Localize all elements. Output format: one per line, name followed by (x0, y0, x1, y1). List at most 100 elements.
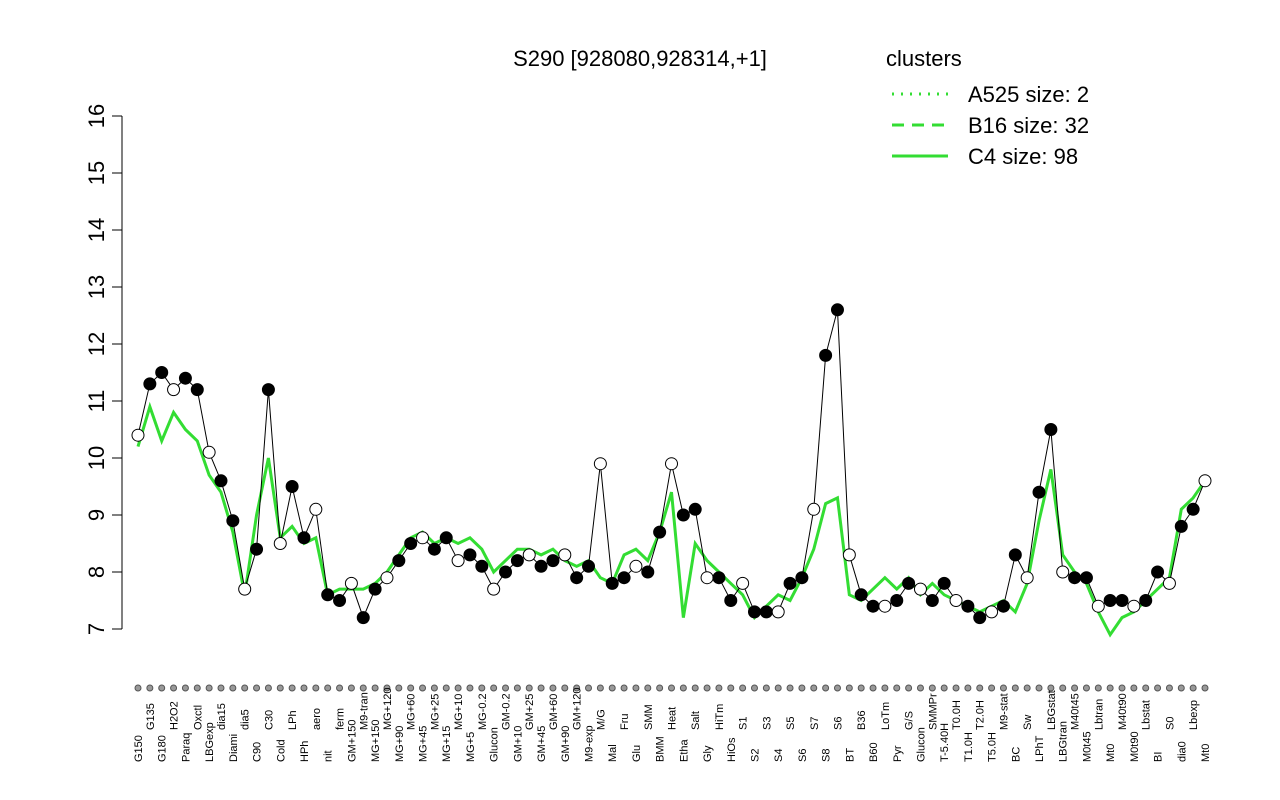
category-dot (822, 684, 830, 692)
y-tick-label: 7 (84, 623, 109, 635)
category-dot (1189, 684, 1197, 692)
category-dot (810, 684, 818, 692)
x-tick-label: Mt0 (1200, 744, 1212, 762)
data-point (795, 571, 809, 585)
data-point (629, 559, 643, 573)
category-dot (644, 684, 652, 692)
x-tick-label: MG+60 (406, 694, 418, 730)
x-tick-label: M0t45 (1081, 731, 1093, 762)
x-tick-label: Heat (667, 707, 679, 730)
data-point (665, 457, 678, 471)
x-tick-label: MG-0.2 (477, 693, 489, 730)
data-point (605, 576, 619, 590)
data-point (178, 371, 192, 385)
data-point (937, 576, 951, 590)
data-point (688, 502, 702, 516)
category-dot (371, 684, 379, 692)
x-tick-label: S5 (785, 717, 797, 730)
category-dot (454, 684, 462, 692)
category-dot (715, 684, 723, 692)
category-dot (134, 684, 142, 692)
data-point (238, 582, 252, 596)
category-dot (324, 684, 332, 692)
data-point (902, 576, 916, 590)
data-point (1139, 594, 1153, 607)
data-point (167, 383, 181, 397)
data-point (1127, 599, 1141, 613)
category-dot (1023, 684, 1031, 692)
data-point (475, 559, 489, 573)
data-point (143, 377, 157, 391)
x-tick-label: MG+10 (453, 694, 465, 730)
x-tick-label: S6 (832, 717, 844, 730)
category-dot (988, 684, 996, 692)
x-tick-label: Lbexp (1188, 700, 1200, 730)
category-dot (845, 684, 853, 692)
x-tick-label: MG+90 (394, 726, 406, 762)
category-dot (691, 684, 699, 692)
category-dot (727, 684, 735, 692)
category-dot (1082, 684, 1090, 692)
category-dot (916, 684, 924, 692)
x-tick-label: G180 (157, 735, 169, 762)
data-point (783, 576, 797, 590)
data-point (451, 554, 465, 568)
data-point (736, 576, 750, 590)
y-tick-label: 16 (84, 104, 109, 128)
x-tick-label: GM+60 (548, 694, 560, 730)
x-tick-label: BC (1010, 747, 1022, 762)
data-point (973, 611, 987, 625)
data-point (1186, 502, 1200, 516)
data-point (593, 457, 607, 471)
data-point (1056, 565, 1070, 579)
x-tick-label: M9-tran (358, 692, 370, 730)
data-point (641, 565, 655, 579)
x-tick-label: S2 (749, 749, 761, 762)
category-dot (502, 684, 510, 692)
category-dot (1130, 684, 1138, 692)
x-tick-label: M/G (595, 709, 607, 730)
x-tick-label: LBGstat (1046, 690, 1058, 730)
category-dot (158, 684, 166, 692)
data-point (190, 383, 204, 397)
x-tick-label: Lbtran (1093, 699, 1105, 730)
x-tick-label: T2.0H (975, 700, 987, 730)
category-dot (1177, 684, 1185, 692)
x-tick-label: GM+120 (572, 688, 584, 731)
category-dot (1059, 684, 1067, 692)
data-point (131, 428, 145, 442)
x-tick-label: S1 (738, 717, 750, 730)
category-dot (585, 684, 593, 692)
data-point (819, 348, 833, 362)
data-point (878, 599, 892, 613)
x-tick-label: G150 (133, 735, 145, 762)
x-tick-label: C90 (252, 742, 264, 762)
data-point (380, 571, 394, 585)
data-point (427, 542, 441, 556)
data-point (404, 537, 418, 550)
x-tick-label: B36 (856, 710, 868, 730)
category-dot (419, 684, 427, 692)
x-tick-label: M40t45 (1070, 693, 1082, 730)
category-dot (430, 684, 438, 692)
x-tick-label: GM+45 (536, 726, 548, 762)
data-point (842, 548, 856, 562)
x-tick-label: M0t90 (1129, 731, 1141, 762)
data-point (1162, 576, 1176, 590)
data-point (1091, 599, 1105, 613)
legend-title: clusters (886, 46, 962, 71)
category-dot (1071, 684, 1079, 692)
data-point (368, 582, 382, 596)
category-dot (1094, 684, 1102, 692)
y-tick-label: 13 (84, 275, 109, 299)
category-dot (857, 684, 865, 692)
x-tick-label: SMM (643, 704, 655, 730)
category-dot (786, 684, 794, 692)
data-point (807, 502, 821, 516)
x-tick-label: MG+15 (441, 726, 453, 762)
data-point (700, 571, 714, 585)
category-dot (703, 684, 711, 692)
data-point (996, 599, 1010, 613)
data-point (913, 582, 927, 596)
